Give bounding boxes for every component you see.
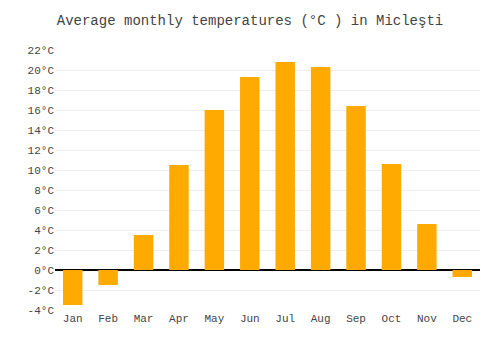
svg-text:Sep: Sep [346,313,366,325]
svg-text:Oct: Oct [382,313,402,325]
svg-text:Jan: Jan [63,313,83,325]
svg-text:2°C: 2°C [34,245,54,257]
svg-text:8°C: 8°C [34,185,54,197]
svg-text:May: May [204,313,224,325]
svg-text:-2°C: -2°C [28,285,55,297]
svg-text:14°C: 14°C [28,125,55,137]
svg-text:Dec: Dec [452,313,472,325]
svg-text:22°C: 22°C [28,45,55,57]
svg-text:12°C: 12°C [28,145,55,157]
svg-text:Nov: Nov [417,313,437,325]
svg-text:Jul: Jul [275,313,295,325]
svg-text:10°C: 10°C [28,165,55,177]
svg-text:-4°C: -4°C [28,305,55,317]
svg-text:Mar: Mar [134,313,154,325]
svg-text:Jun: Jun [240,313,260,325]
svg-text:6°C: 6°C [34,205,54,217]
svg-text:16°C: 16°C [28,105,55,117]
svg-text:18°C: 18°C [28,85,55,97]
svg-text:Aug: Aug [311,313,331,325]
svg-text:Average monthly temperatures (: Average monthly temperatures (°C ) in Mi… [57,13,443,29]
svg-text:Feb: Feb [98,313,118,325]
svg-text:20°C: 20°C [28,65,55,77]
svg-text:Apr: Apr [169,313,189,325]
svg-text:4°C: 4°C [34,225,54,237]
svg-text:0°C: 0°C [34,265,54,277]
